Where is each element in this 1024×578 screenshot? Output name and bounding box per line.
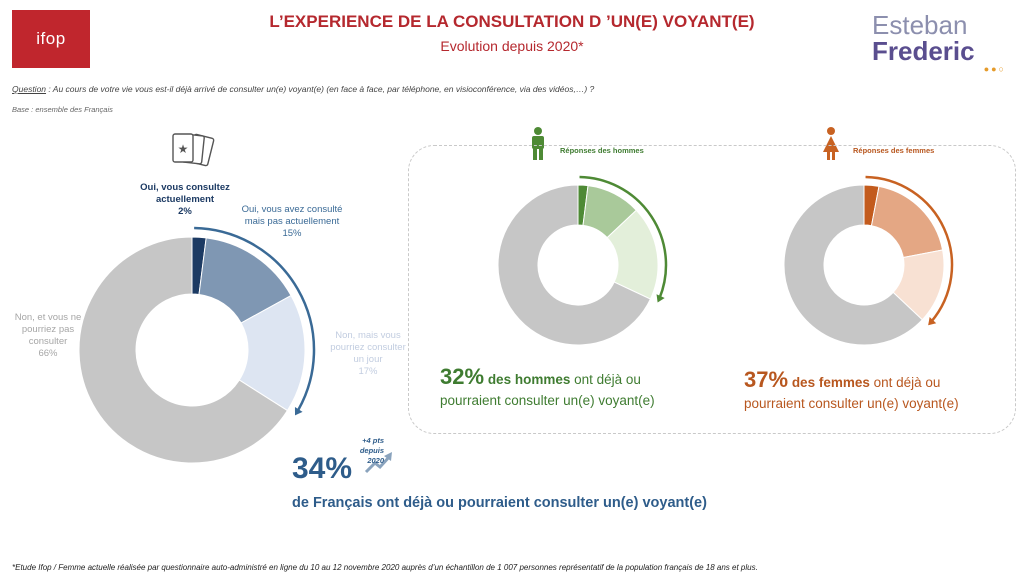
women-label: Réponses des femmes bbox=[853, 146, 935, 155]
label-consulted: Oui, vous avez consulté mais pas actuell… bbox=[236, 204, 348, 240]
women-highlight-arc bbox=[865, 175, 954, 323]
label-consulted-pct: 15% bbox=[282, 228, 302, 239]
evolution-note: +4 pts depuis 2020 bbox=[340, 436, 384, 466]
brand-logo: Esteban Frederic ●●○ bbox=[872, 10, 1012, 74]
main-summary-text: de Français ont déjà ou pourraient consu… bbox=[292, 495, 707, 511]
svg-text:★: ★ bbox=[178, 142, 189, 156]
men-slice-4 bbox=[497, 184, 652, 346]
label-could-consult-text: Non, mais vous pourriez consulter un jou… bbox=[330, 330, 406, 365]
women-highlight-arrowhead bbox=[928, 317, 937, 326]
label-consult-now-text: Oui, vous consultez actuellement bbox=[140, 182, 230, 205]
brand-line2: Frederic bbox=[872, 36, 975, 66]
main-highlight-arrowhead bbox=[294, 407, 303, 416]
brand-line1: Esteban bbox=[872, 10, 968, 40]
main-summary-value: 34% bbox=[292, 452, 353, 485]
label-consulted-text: Oui, vous avez consulté mais pas actuell… bbox=[241, 204, 343, 227]
ifop-logo-text: ifop bbox=[36, 29, 66, 48]
trend-up-icon bbox=[364, 452, 392, 474]
page-title: L’EXPERIENCE DE LA CONSULTATION D ’UN(E)… bbox=[269, 12, 755, 31]
donut-women bbox=[783, 175, 954, 346]
label-could-consult-pct: 17% bbox=[358, 366, 378, 377]
main-slice-4 bbox=[78, 236, 289, 464]
main-highlight-arc bbox=[194, 226, 316, 411]
label-consult-now: Oui, vous consultez actuellement 2% bbox=[130, 182, 240, 218]
base-note: Base : ensemble des Français bbox=[12, 105, 113, 114]
women-summary: 37% des femmes ont déjà ou pourraient co… bbox=[744, 369, 959, 414]
evolution-line1: +4 pts depuis bbox=[359, 436, 384, 455]
gender-panel bbox=[408, 145, 1016, 434]
tarot-cards-icon: ★ bbox=[172, 133, 215, 167]
question-label: Question bbox=[12, 84, 47, 94]
women-slice-4 bbox=[783, 184, 924, 346]
label-could-consult: Non, mais vous pourriez consulter un jou… bbox=[330, 330, 406, 378]
donut-men bbox=[497, 175, 668, 346]
brand-dots-icon: ●●○ bbox=[983, 64, 1006, 74]
men-highlight-arc bbox=[579, 175, 668, 299]
label-never-pct: 66% bbox=[38, 348, 58, 359]
label-never-text: Non, et vous ne pourriez pas consulter bbox=[14, 312, 82, 347]
donut-main bbox=[78, 226, 316, 464]
women-summary-bold: des femmes bbox=[791, 375, 870, 390]
women-summary-value: 37% bbox=[744, 367, 789, 392]
women-summary-rest2: pourraient consulter un(e) voyant(e) bbox=[744, 396, 959, 411]
label-never: Non, et vous ne pourriez pas consulter 6… bbox=[10, 312, 86, 360]
men-summary-value: 32% bbox=[440, 364, 485, 389]
page-subtitle: Evolution depuis 2020* bbox=[440, 38, 584, 54]
men-summary-bold: des hommes bbox=[487, 372, 571, 387]
label-consult-now-pct: 2% bbox=[178, 206, 192, 217]
question: Question : Au cours de votre vie vous es… bbox=[12, 84, 1012, 94]
ifop-logo: ifop bbox=[12, 10, 90, 68]
men-summary-rest2: pourraient consulter un(e) voyant(e) bbox=[440, 393, 655, 408]
footnote: *Etude Ifop / Femme actuelle réalisée pa… bbox=[12, 563, 758, 572]
question-text: : Au cours de votre vie vous est-il déjà… bbox=[46, 84, 595, 94]
men-summary-rest1: ont déjà ou bbox=[570, 372, 641, 387]
men-label: Réponses des hommes bbox=[560, 146, 644, 155]
woman-icon bbox=[823, 127, 839, 160]
women-summary-rest1: ont déjà ou bbox=[869, 375, 941, 390]
men-summary: 32% des hommes ont déjà ou pourraient co… bbox=[440, 366, 655, 411]
men-highlight-arrowhead bbox=[656, 294, 665, 303]
evolution-line2: 2020 bbox=[367, 456, 384, 465]
